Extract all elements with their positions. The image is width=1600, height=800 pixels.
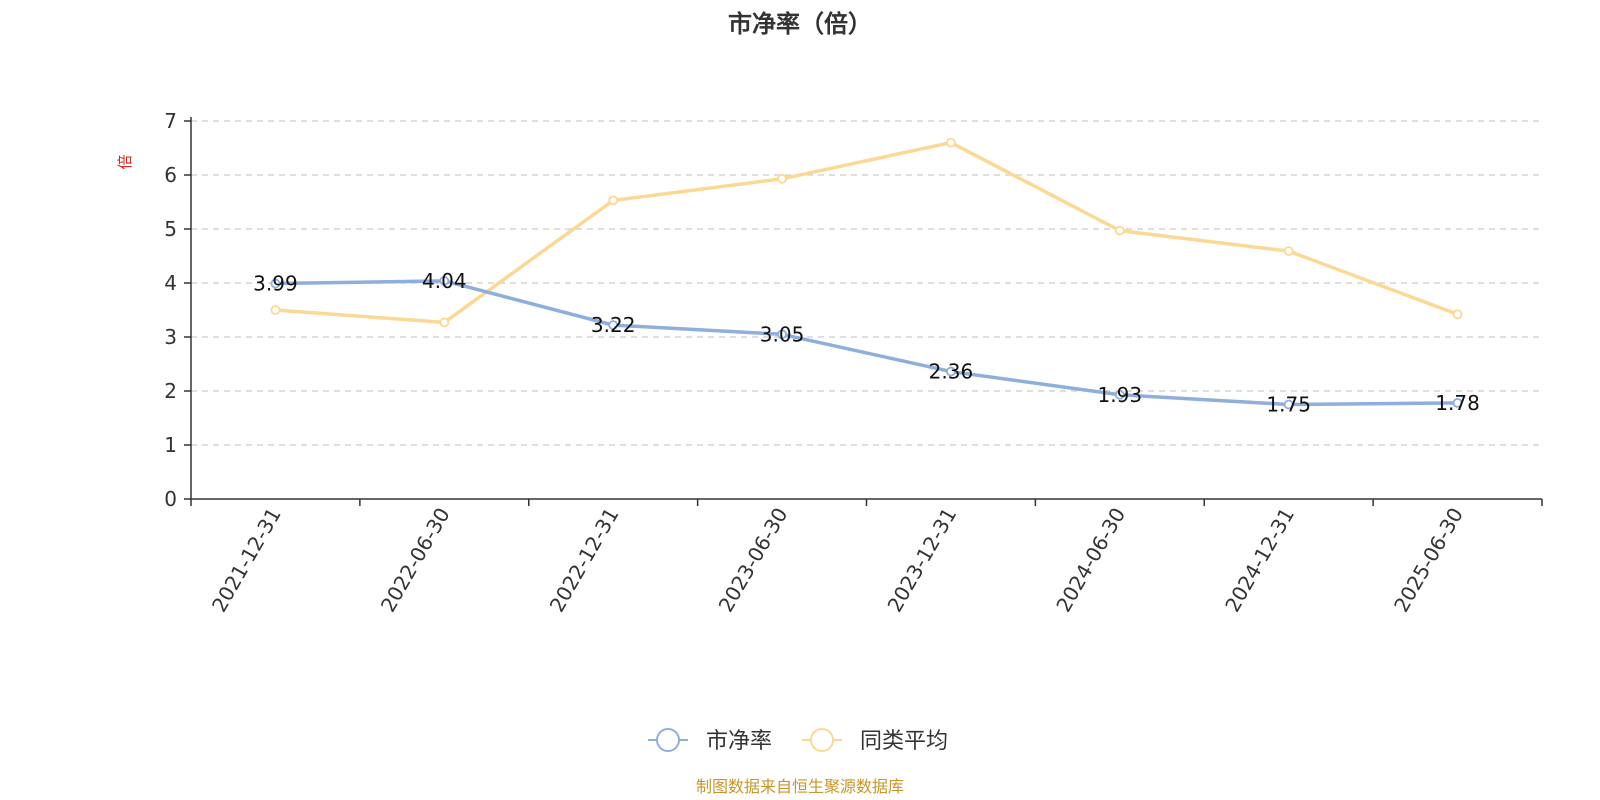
series-point: [946, 366, 956, 377]
axes: 0 1 2 3 4 5 6 7 2021-12-31 2022-06-30 2022-12-31 20…: [164, 109, 1543, 617]
series-pb: [270, 275, 1463, 410]
y-tick-label: 4: [164, 271, 177, 295]
series-line: [275, 279, 1458, 407]
x-tick-label: 2024-12-31: [1220, 504, 1299, 617]
y-tick-label: 5: [164, 217, 177, 241]
legend-pb-label: 市净率: [706, 729, 772, 754]
series-point: [946, 137, 956, 148]
series-point: [1114, 389, 1125, 400]
series-point: [1283, 399, 1294, 410]
series-peer-average: [270, 137, 1463, 328]
data-label: 2.36: [929, 360, 974, 384]
series-point: [439, 275, 450, 286]
x-tick-label: 2025-06-30: [1389, 504, 1468, 617]
x-tick-label: 2024-06-30: [1051, 504, 1130, 617]
series-point: [270, 305, 281, 315]
data-label: 4.04: [422, 269, 467, 293]
x-tick-label: 2022-06-30: [376, 504, 455, 617]
data-label: 3.22: [591, 313, 636, 337]
y-tick-label: 7: [164, 109, 177, 133]
x-tick-label: 2023-12-31: [882, 504, 961, 617]
data-source-note: 制图数据来自恒生聚源数据库: [696, 777, 904, 796]
series-point: [1452, 397, 1463, 408]
series-point: [777, 173, 787, 184]
legend-peer-circle-icon: [810, 728, 834, 752]
x-tick-label: 2023-06-30: [713, 504, 792, 617]
series-point: [439, 317, 450, 328]
legend-pb-circle-icon: [656, 728, 680, 752]
y-tick-label: 6: [164, 163, 177, 187]
y-tick-label: 3: [164, 325, 177, 349]
data-label: 1.78: [1435, 391, 1480, 415]
series-point: [608, 320, 619, 331]
legend-item-pb[interactable]: 市净率: [648, 728, 772, 754]
y-axis-unit-label: 倍: [116, 154, 134, 169]
legend-peer-label: 同类平均: [860, 729, 948, 754]
legend: 市净率 同类平均: [648, 728, 948, 754]
data-label: 3.05: [760, 322, 805, 346]
y-tick-label: 1: [164, 433, 177, 457]
data-label: 3.99: [253, 272, 298, 296]
data-label: 1.93: [1098, 383, 1143, 407]
series-line: [275, 140, 1459, 325]
series-lines: [270, 137, 1463, 410]
x-tick-label: 2021-12-31: [207, 504, 286, 617]
series-point: [270, 278, 281, 289]
y-tick-label: 0: [164, 487, 177, 511]
data-label: 1.75: [1266, 393, 1311, 417]
y-tick-label: 2: [164, 379, 177, 403]
series-point: [1114, 225, 1125, 236]
data-labels: 3.99 4.04 3.22 3.05 2.36 1.93 1.75 1.78: [253, 269, 1480, 417]
series-point: [608, 195, 619, 206]
series-point: [777, 329, 787, 340]
legend-item-peer-average[interactable]: 同类平均: [802, 728, 948, 754]
chart-title: 市净率（倍）: [728, 10, 872, 38]
series-point: [1283, 246, 1294, 257]
series-point: [1452, 309, 1463, 320]
x-tick-label: 2022-12-31: [545, 504, 624, 617]
